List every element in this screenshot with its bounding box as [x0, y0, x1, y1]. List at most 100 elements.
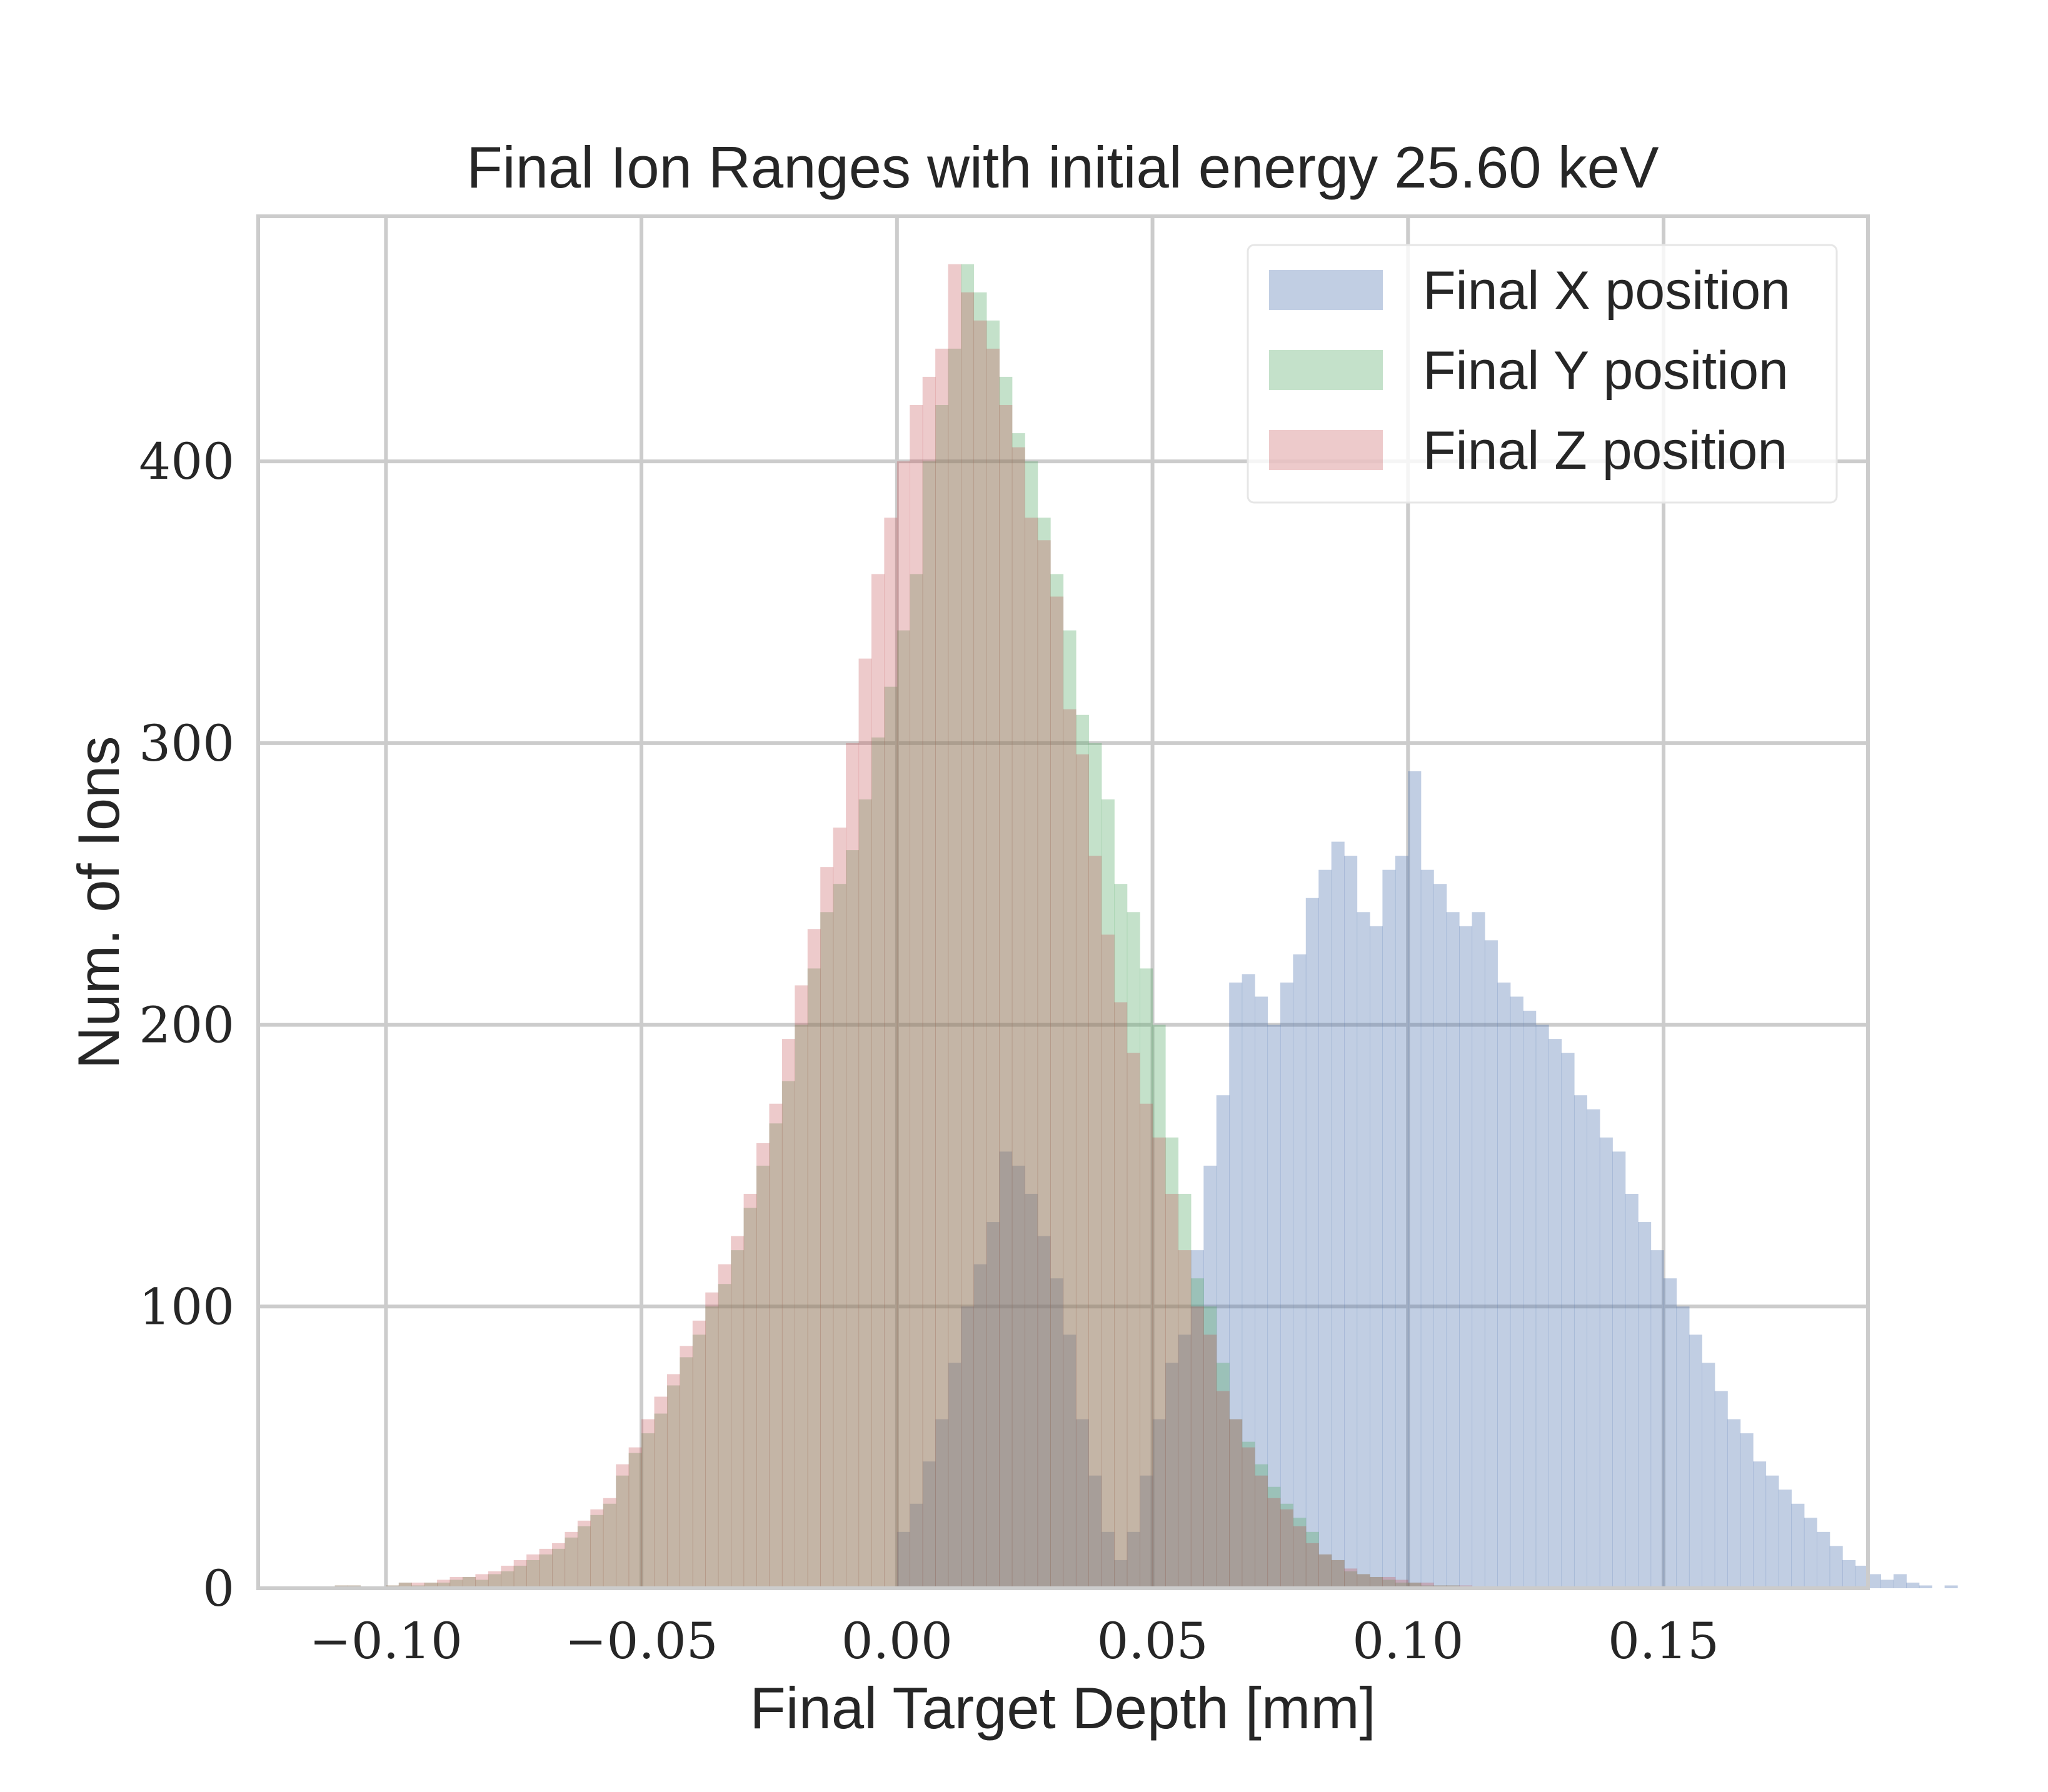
histogram-bar — [1650, 1250, 1664, 1588]
histogram-bar — [1255, 1475, 1268, 1588]
histogram-bar — [1344, 856, 1358, 1588]
histogram-bar — [1229, 1419, 1243, 1588]
histogram-bar — [1919, 1585, 1932, 1588]
histogram-bar — [1599, 1137, 1613, 1588]
histogram-bar — [1101, 799, 1115, 1588]
histogram-bar — [973, 1264, 987, 1588]
histogram-bar — [1587, 1109, 1600, 1588]
histogram-bar — [666, 1374, 681, 1588]
histogram-bar — [948, 348, 961, 1588]
y-tick-label: 300 — [139, 714, 234, 773]
histogram-bar — [961, 264, 975, 1589]
histogram-bar — [437, 1579, 451, 1588]
histogram-bar — [1267, 1498, 1281, 1588]
histogram-bar — [1561, 1053, 1575, 1588]
histogram-bar — [986, 348, 1000, 1588]
histogram-bar — [1280, 1503, 1293, 1588]
histogram-bar — [1305, 898, 1319, 1588]
histogram-bar — [1011, 447, 1025, 1588]
histogram-bar — [1152, 1137, 1166, 1588]
histogram-bar — [718, 1284, 731, 1588]
histogram-bar — [1331, 1559, 1345, 1588]
histogram-bar — [692, 1320, 706, 1588]
histogram-bar — [896, 630, 910, 1589]
histogram-bar — [1305, 1531, 1319, 1588]
histogram-bar — [641, 1433, 655, 1588]
histogram-bar — [1088, 1475, 1102, 1588]
histogram-bar — [795, 985, 808, 1588]
histogram-bar — [1395, 1582, 1408, 1588]
histogram-bar — [526, 1559, 540, 1588]
histogram-bar — [1101, 1531, 1115, 1588]
histogram-bar — [1203, 1306, 1217, 1588]
histogram-bar — [1395, 1579, 1408, 1588]
histogram-bar — [1140, 968, 1153, 1588]
histogram-bar — [1203, 1165, 1217, 1588]
histogram-bar — [1165, 1137, 1179, 1588]
histogram-bar — [590, 1514, 604, 1588]
histogram-bar — [896, 461, 910, 1588]
histogram-bar — [616, 1475, 630, 1588]
histogram-bar — [1868, 1574, 1882, 1588]
histogram-bar — [1727, 1419, 1741, 1588]
histogram-bar — [1740, 1433, 1754, 1588]
histogram-bar — [1369, 926, 1383, 1588]
histogram-bar — [1190, 1250, 1204, 1588]
histogram-bar — [743, 1193, 757, 1588]
plot-frame — [256, 214, 1870, 1590]
histogram-bar — [1063, 709, 1077, 1588]
histogram-bar — [1842, 1559, 1856, 1588]
histogram-bar — [1549, 1039, 1562, 1588]
histogram-bar — [935, 404, 949, 1589]
histogram-bar — [475, 1574, 489, 1588]
histogram-bar — [398, 1582, 412, 1588]
histogram-bar — [1037, 540, 1051, 1589]
histogram-bar — [1791, 1503, 1805, 1588]
x-tick-label: 0.10 — [1352, 1612, 1463, 1670]
histogram-bar — [1152, 1024, 1166, 1588]
histogram-bar — [539, 1554, 553, 1588]
histogram-bar — [424, 1582, 438, 1588]
histogram-bar — [577, 1526, 591, 1588]
histogram-bar — [1318, 869, 1332, 1588]
histogram-bar — [1127, 1053, 1140, 1588]
histogram-bar — [1702, 1363, 1715, 1588]
histogram-bar — [654, 1413, 668, 1588]
histogram-bar — [1753, 1461, 1767, 1588]
histogram-bar — [1229, 1419, 1243, 1588]
histogram-bar — [1664, 1278, 1677, 1588]
histogram-bar — [718, 1264, 731, 1588]
legend-label: Final Y position — [1423, 341, 1789, 401]
histogram-bar — [922, 461, 936, 1588]
histogram-bar — [1880, 1579, 1894, 1588]
histogram-bar — [1382, 1579, 1396, 1588]
histogram-bar — [1242, 974, 1255, 1588]
histogram-bar — [1165, 1363, 1179, 1588]
histogram-bar — [1574, 1095, 1587, 1588]
histogram-bar — [1127, 912, 1140, 1588]
histogram-bar — [1242, 1441, 1255, 1588]
histogram-bar — [552, 1543, 566, 1588]
histogram-bar — [501, 1565, 515, 1588]
histogram-bar — [437, 1582, 451, 1588]
histogram-bar — [910, 574, 923, 1588]
histogram-bar — [1778, 1489, 1792, 1588]
histogram-bar — [1535, 1024, 1549, 1588]
histogram-bar — [488, 1574, 501, 1588]
histogram-bar — [449, 1579, 463, 1588]
histogram-bar — [884, 518, 898, 1588]
histogram-bar — [1369, 1576, 1383, 1588]
histogram-bar — [1459, 926, 1473, 1588]
histogram-bar — [590, 1509, 604, 1588]
histogram-bar — [769, 1123, 783, 1588]
histogram-bar — [1114, 884, 1128, 1588]
histogram-bar — [1305, 1543, 1319, 1588]
histogram-bar — [1893, 1574, 1907, 1588]
histogram-bar — [1063, 630, 1077, 1589]
x-tick-label: −0.05 — [565, 1612, 718, 1670]
histogram-bar — [1011, 1165, 1025, 1588]
histogram-bar — [871, 574, 885, 1588]
histogram-bar — [603, 1503, 616, 1588]
legend-swatch — [1269, 270, 1383, 310]
histogram-bar — [910, 404, 923, 1589]
